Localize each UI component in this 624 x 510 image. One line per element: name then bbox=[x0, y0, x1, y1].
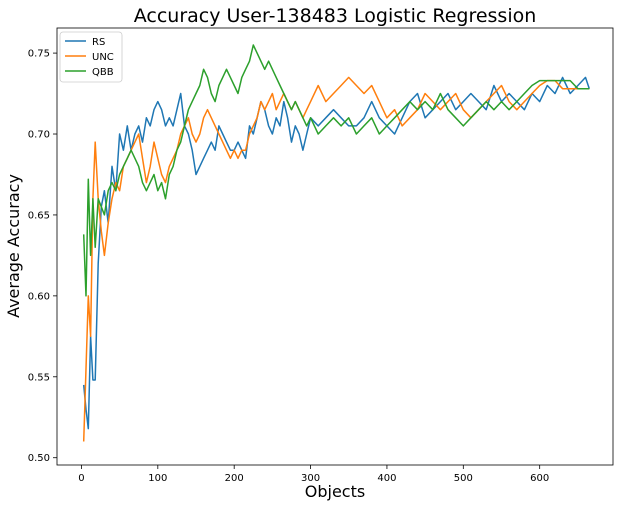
x-tick-label: 100 bbox=[148, 473, 167, 484]
x-tick-label: 600 bbox=[530, 473, 549, 484]
chart-title: Accuracy User-138483 Logistic Regression bbox=[134, 5, 537, 27]
y-tick-label: 0.70 bbox=[28, 130, 50, 141]
series-line-qbb bbox=[82, 44, 590, 297]
legend-box bbox=[59, 31, 123, 83]
x-tick-label: 400 bbox=[377, 473, 396, 484]
y-axis-label: Average Accuracy bbox=[4, 174, 23, 318]
y-tick-label: 0.50 bbox=[28, 453, 50, 464]
y-tick-label: 0.65 bbox=[28, 210, 50, 221]
series-line-unc bbox=[82, 76, 590, 442]
x-axis-label: Objects bbox=[305, 482, 365, 501]
x-tick-label: 300 bbox=[301, 473, 320, 484]
x-tick-label: 0 bbox=[78, 473, 84, 484]
y-tick-label: 0.75 bbox=[28, 49, 50, 60]
plot-area-frame bbox=[56, 27, 614, 466]
legend-label-rs: RS bbox=[92, 37, 105, 48]
x-tick-label: 200 bbox=[225, 473, 244, 484]
series-layer bbox=[82, 44, 591, 442]
legend-label-qbb: QBB bbox=[92, 67, 114, 78]
legend: RS UNC QBB bbox=[59, 31, 123, 83]
legend-label-unc: UNC bbox=[92, 52, 114, 63]
y-tick-label: 0.60 bbox=[28, 291, 50, 302]
y-tick-label: 0.55 bbox=[28, 372, 50, 383]
axes-layer: 0 100 200 300 400 500 600 0.50 0.55 0.60 0.65 0.70 0… bbox=[28, 49, 549, 484]
x-tick-label: 500 bbox=[454, 473, 473, 484]
